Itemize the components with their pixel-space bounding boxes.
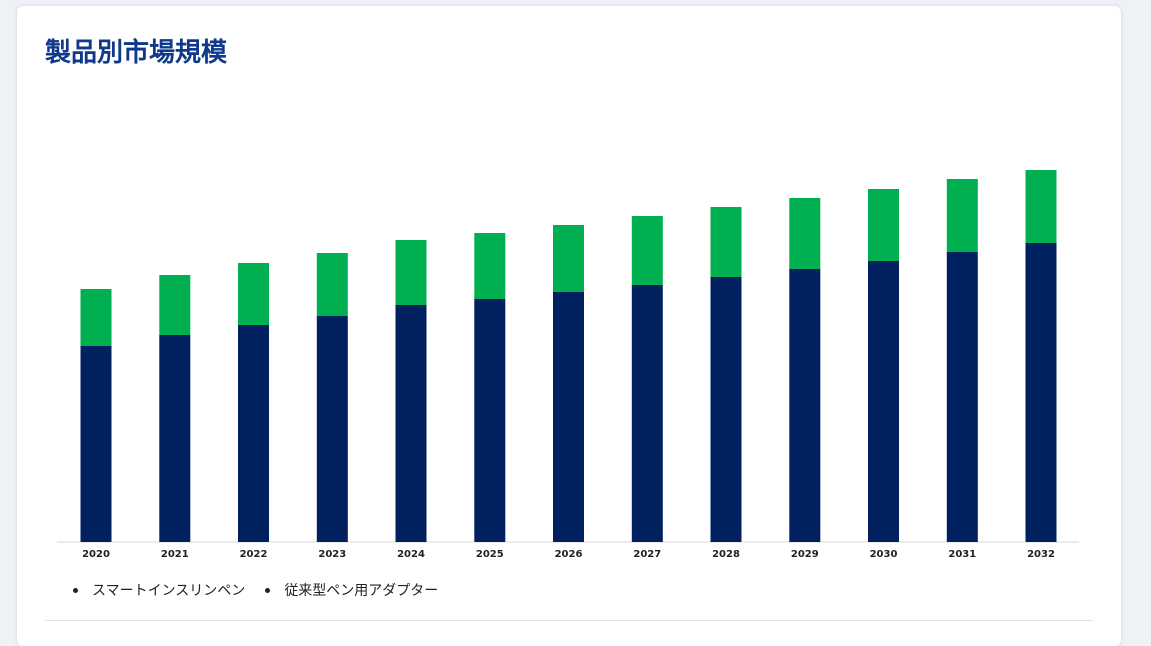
bar-pen-adapter-2021 (159, 275, 191, 335)
legend-bullet (265, 587, 271, 593)
bar-smart-insulin-pen-2027 (631, 285, 663, 542)
bar-smart-insulin-pen-2031 (946, 252, 978, 542)
legend-bullet (73, 587, 78, 593)
bar-smart-insulin-pen-2022 (238, 325, 269, 542)
x-tick-label: 2026 (555, 549, 583, 560)
bar-smart-insulin-pen-2026 (553, 292, 584, 542)
bar-smart-insulin-pen-2029 (789, 269, 821, 542)
x-tick-label: 2032 (1027, 549, 1055, 560)
stacked-bar-chart: 2020 2021 2022 2023 2024 2025 2026 2027 2028 2029… (57, 170, 1079, 560)
bar-pen-adapter-2029 (789, 198, 821, 269)
bar-pen-adapter-2023 (316, 253, 348, 316)
bar-smart-insulin-pen-2021 (159, 335, 191, 542)
legend-label: 従来型ペン用アダプター (284, 583, 439, 599)
bar-smart-insulin-pen-2032 (1025, 243, 1057, 542)
bar-smart-insulin-pen-2028 (710, 277, 742, 542)
bar-smart-insulin-pen-2025 (474, 299, 506, 542)
legend-item-smart-pen: スマートインスリンペン (73, 580, 245, 600)
bar-pen-adapter-2024 (395, 240, 427, 305)
chart-legend: スマートインスリンペン 従来型ペン用アダプター (73, 580, 458, 600)
bar-pen-adapter-2032 (1025, 170, 1057, 243)
x-tick-label: 2024 (397, 549, 425, 560)
bar-pen-adapter-2020 (80, 289, 112, 346)
bar-pen-adapter-2022 (238, 263, 269, 325)
x-tick-label: 2030 (870, 549, 898, 560)
x-tick-label: 2029 (791, 549, 819, 560)
legend-label: スマートインスリンペン (92, 583, 246, 599)
x-tick-label: 2031 (948, 549, 976, 560)
x-tick-label: 2022 (240, 549, 268, 560)
bar-smart-insulin-pen-2024 (395, 305, 427, 542)
bar-smart-insulin-pen-2020 (80, 346, 112, 542)
x-tick-label: 2023 (318, 549, 346, 560)
chart-card: 製品別市場規模 2020 2021 2022 2023 2024 2025 2026 2027… (17, 6, 1121, 646)
chart-title: 製品別市場規模 (45, 38, 228, 68)
bar-smart-insulin-pen-2023 (316, 316, 348, 542)
bar-pen-adapter-2031 (946, 179, 978, 252)
divider (45, 620, 1093, 621)
x-tick-label: 2021 (161, 549, 189, 560)
x-tick-label: 2028 (712, 549, 740, 560)
bar-pen-adapter-2026 (553, 225, 584, 292)
bar-smart-insulin-pen-2030 (868, 261, 899, 542)
bar-pen-adapter-2027 (631, 216, 663, 285)
x-tick-label: 2025 (476, 549, 504, 560)
bar-pen-adapter-2028 (710, 207, 742, 277)
legend-item-pen-adapter: 従来型ペン用アダプター (265, 580, 438, 600)
bar-pen-adapter-2030 (868, 189, 899, 261)
bar-pen-adapter-2025 (474, 233, 506, 299)
x-tick-label: 2020 (82, 549, 110, 560)
x-tick-label: 2027 (633, 549, 661, 560)
